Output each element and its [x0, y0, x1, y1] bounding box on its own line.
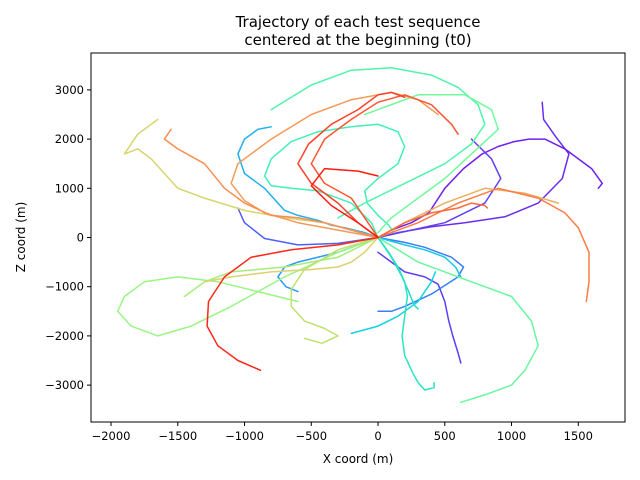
trajectory-line-13 — [263, 123, 406, 239]
plot-area — [116, 67, 604, 404]
trajectory-line-5 — [237, 207, 379, 246]
plot-frame — [90, 52, 626, 423]
y-axis-label: Z coord (m) — [14, 202, 28, 273]
x-tick-label: −1000 — [225, 429, 264, 443]
trajectory-line-24 — [163, 128, 379, 239]
trajectory-line-1 — [377, 101, 570, 239]
x-tick-label: −500 — [295, 429, 327, 443]
trajectory-line-10 — [350, 271, 437, 335]
chart-title-line-2: centered at the beginning (t0) — [244, 31, 471, 49]
x-axis-ticks: −2000 −1500 −1000 −500 0 500 1000 1500 — [92, 422, 593, 443]
x-tick-label: 0 — [374, 429, 381, 443]
chart-title-line-1: Trajectory of each test sequence — [235, 13, 481, 31]
trajectory-line-26 — [377, 202, 489, 239]
x-tick-label: −2000 — [92, 429, 131, 443]
y-tick-label: 2000 — [55, 132, 84, 146]
trajectory-line-17 — [116, 236, 379, 337]
trajectory-line-23 — [230, 91, 439, 239]
x-tick-label: 500 — [434, 429, 456, 443]
trajectory-line-6 — [377, 236, 465, 313]
trajectory-line-28 — [297, 91, 406, 239]
x-tick-label: −1500 — [158, 429, 197, 443]
x-tick-label: 1500 — [564, 429, 593, 443]
trajectory-line-9 — [377, 236, 462, 278]
trajectory-line-29 — [206, 236, 379, 372]
trajectory-line-21 — [203, 236, 379, 283]
trajectory-line-25 — [377, 187, 590, 303]
x-tick-label: 1000 — [497, 429, 526, 443]
trajectory-series — [116, 67, 604, 404]
trajectory-line-19 — [290, 236, 379, 345]
y-tick-label: −2000 — [45, 329, 84, 343]
y-axis-ticks: −3000 −2000 −1000 0 1000 2000 3000 — [45, 83, 91, 392]
trajectory-line-2 — [377, 251, 462, 364]
trajectory-line-12 — [377, 236, 435, 391]
y-tick-label: 0 — [77, 231, 84, 245]
y-tick-label: −1000 — [45, 280, 84, 294]
trajectory-line-27 — [310, 94, 459, 239]
trajectory-line-14 — [270, 67, 486, 219]
trajectory-line-16 — [377, 236, 539, 404]
trajectory-line-3 — [377, 138, 604, 239]
trajectory-line-15 — [363, 94, 499, 234]
y-tick-label: 1000 — [55, 181, 84, 195]
trajectory-line-30 — [310, 167, 379, 239]
y-tick-label: −3000 — [45, 378, 84, 392]
y-tick-label: 3000 — [55, 83, 84, 97]
x-axis-label: X coord (m) — [323, 452, 394, 466]
trajectory-line-18 — [183, 236, 379, 298]
